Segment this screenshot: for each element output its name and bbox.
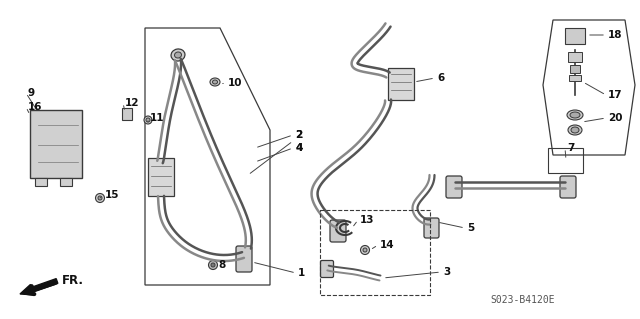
Ellipse shape xyxy=(212,80,218,84)
Text: 9: 9 xyxy=(28,88,35,98)
Text: 8: 8 xyxy=(218,260,225,270)
Text: 7: 7 xyxy=(567,143,574,153)
Text: 1: 1 xyxy=(298,268,305,278)
Ellipse shape xyxy=(42,152,49,159)
Ellipse shape xyxy=(571,29,579,35)
Text: 6: 6 xyxy=(437,73,444,83)
Text: 4: 4 xyxy=(295,143,302,153)
Text: 2: 2 xyxy=(295,130,302,140)
Text: FR.: FR. xyxy=(62,273,84,286)
Ellipse shape xyxy=(210,78,220,86)
Ellipse shape xyxy=(125,112,129,116)
Text: 16: 16 xyxy=(28,102,42,112)
FancyBboxPatch shape xyxy=(446,176,462,198)
FancyBboxPatch shape xyxy=(321,261,333,278)
Text: 11: 11 xyxy=(150,113,164,123)
Ellipse shape xyxy=(171,49,185,61)
Ellipse shape xyxy=(363,248,367,252)
Bar xyxy=(35,178,47,186)
FancyBboxPatch shape xyxy=(560,176,576,198)
Bar xyxy=(148,158,174,196)
Bar xyxy=(568,52,582,62)
Ellipse shape xyxy=(144,116,152,124)
Text: 4: 4 xyxy=(295,143,302,153)
Ellipse shape xyxy=(156,183,166,193)
FancyBboxPatch shape xyxy=(424,218,439,238)
Ellipse shape xyxy=(360,246,369,255)
Bar xyxy=(30,110,82,178)
Bar xyxy=(122,108,132,120)
Ellipse shape xyxy=(98,196,102,200)
Text: 5: 5 xyxy=(467,223,474,233)
Text: 14: 14 xyxy=(380,240,395,250)
Bar xyxy=(569,75,581,81)
Text: 10: 10 xyxy=(228,78,243,88)
Bar xyxy=(388,68,414,100)
FancyBboxPatch shape xyxy=(330,220,346,242)
FancyArrow shape xyxy=(20,278,58,295)
Text: 18: 18 xyxy=(608,30,623,40)
Text: 20: 20 xyxy=(608,113,623,123)
Ellipse shape xyxy=(570,112,580,118)
Text: 3: 3 xyxy=(443,267,451,277)
Ellipse shape xyxy=(95,194,104,203)
Ellipse shape xyxy=(146,118,150,122)
Ellipse shape xyxy=(571,127,579,133)
Ellipse shape xyxy=(567,110,583,120)
Bar xyxy=(320,210,430,295)
Ellipse shape xyxy=(568,125,582,135)
Ellipse shape xyxy=(209,261,218,270)
Ellipse shape xyxy=(42,131,49,138)
Text: 2: 2 xyxy=(295,130,302,140)
Text: 15: 15 xyxy=(105,190,120,200)
Bar xyxy=(60,178,72,186)
Bar xyxy=(570,65,580,73)
Text: 17: 17 xyxy=(608,90,623,100)
Ellipse shape xyxy=(175,52,182,58)
FancyBboxPatch shape xyxy=(236,246,252,272)
Text: S023-B4120E: S023-B4120E xyxy=(490,295,555,305)
Text: 13: 13 xyxy=(360,215,374,225)
Bar xyxy=(565,28,585,44)
Text: 12: 12 xyxy=(125,98,140,108)
Ellipse shape xyxy=(399,90,403,94)
Ellipse shape xyxy=(211,263,215,267)
Ellipse shape xyxy=(397,87,406,97)
Ellipse shape xyxy=(159,186,163,190)
Bar xyxy=(548,148,583,173)
